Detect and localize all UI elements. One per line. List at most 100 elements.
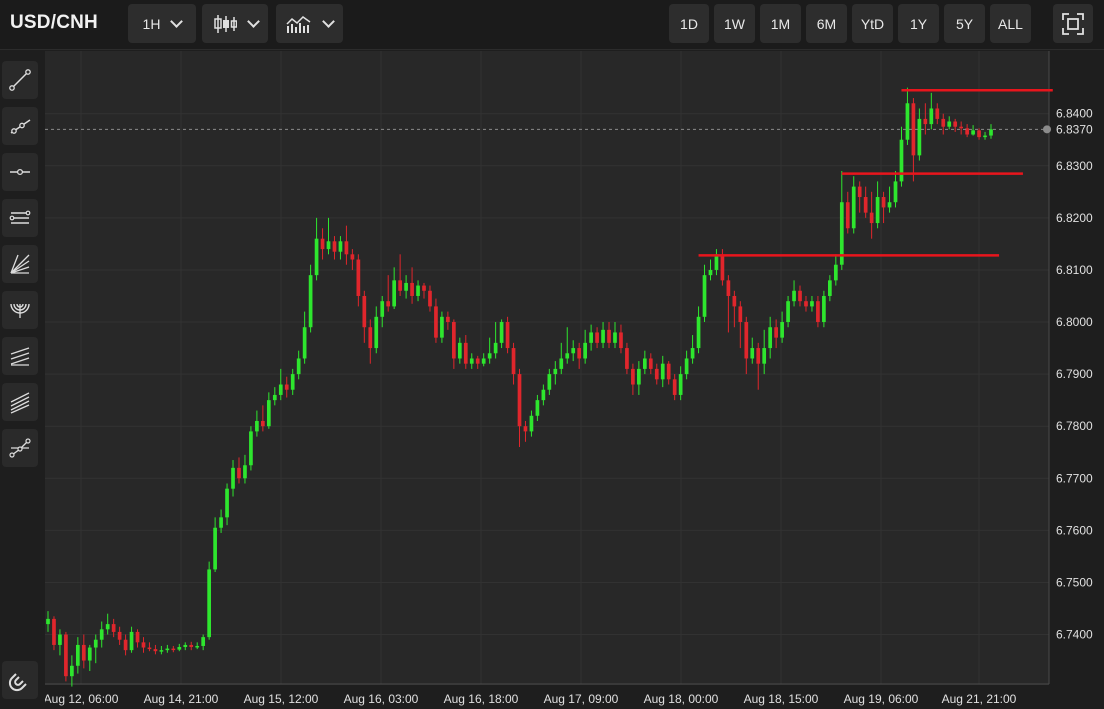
candle-body xyxy=(440,316,444,338)
candle-body xyxy=(410,282,414,296)
candle-body xyxy=(571,348,576,354)
candle-body xyxy=(559,358,564,369)
candle-body xyxy=(284,384,289,390)
chart-style-dropdown[interactable] xyxy=(202,4,268,43)
candle-body xyxy=(320,238,325,250)
candle-body xyxy=(672,379,677,395)
fullscreen-icon xyxy=(1062,12,1084,35)
candle-body xyxy=(493,342,498,354)
candle-body xyxy=(350,254,355,260)
fullscreen-button[interactable] xyxy=(1053,4,1093,43)
candle-body xyxy=(678,374,683,395)
candle-body xyxy=(786,301,790,323)
candle-body xyxy=(183,644,188,648)
candle-body xyxy=(135,631,140,643)
tool-pitchfork[interactable] xyxy=(2,337,38,375)
candle-body xyxy=(457,342,462,359)
magnet-icon xyxy=(8,673,27,692)
parallel-channel-icon xyxy=(9,210,31,224)
range-1y-button[interactable]: 1Y xyxy=(898,4,939,43)
candle-body xyxy=(684,358,689,375)
x-axis-tick-label: Aug 16, 18:00 xyxy=(444,692,519,706)
fan-icon xyxy=(10,254,30,274)
candle-body xyxy=(338,241,343,252)
tool-arc[interactable] xyxy=(2,291,38,329)
range-1d-button[interactable]: 1D xyxy=(669,4,709,43)
candle-body xyxy=(780,322,784,338)
candle-body xyxy=(660,363,665,380)
candle-body xyxy=(828,280,832,296)
candle-body xyxy=(243,465,247,479)
candle-body xyxy=(446,316,450,323)
candle-body xyxy=(219,517,223,528)
candle-body xyxy=(619,332,623,349)
y-axis-tick-label: 6.7900 xyxy=(1056,367,1093,381)
y-axis-tick-label: 6.7800 xyxy=(1056,419,1093,433)
x-axis-tick-label: Aug 12, 06:00 xyxy=(45,692,119,706)
candle-body xyxy=(714,254,719,270)
candle-body xyxy=(87,647,92,661)
candle-body xyxy=(266,400,271,427)
range-6m-button[interactable]: 6M xyxy=(806,4,847,43)
candle-body xyxy=(971,130,975,135)
tool-trend-line[interactable] xyxy=(2,61,38,99)
x-axis-tick-label: Aug 15, 12:00 xyxy=(244,692,319,706)
candle-body xyxy=(189,644,194,648)
candle-body xyxy=(893,181,898,203)
tool-parallel-channel[interactable] xyxy=(2,199,38,237)
top-toolbar: USD/CNH 1H 1D 1W 1M 6M YtD 1Y 5Y xyxy=(0,0,1104,50)
indicators-dropdown[interactable] xyxy=(276,4,343,43)
range-1w-button[interactable]: 1W xyxy=(714,4,755,43)
last-price-marker xyxy=(1043,125,1051,134)
candle-body xyxy=(881,197,886,208)
candle-body xyxy=(46,618,50,625)
ray-icon xyxy=(10,119,31,134)
candlestick-chart[interactable]: 6.8400 6.8300 6.8200 6.8100 6.8000 6.7900 6.78… xyxy=(45,51,1104,709)
y-axis-tick-label: 6.8400 xyxy=(1056,107,1093,121)
range-5y-button[interactable]: 5Y xyxy=(944,4,985,43)
candle-body xyxy=(947,121,952,127)
indicators-icon xyxy=(286,15,311,33)
candle-body xyxy=(105,624,110,630)
candle-body xyxy=(225,488,229,518)
x-axis-tick-label: Aug 14, 21:00 xyxy=(144,692,219,706)
candle-body xyxy=(869,212,874,224)
tool-horizontal-line[interactable] xyxy=(2,153,38,191)
candle-body xyxy=(58,634,62,645)
candle-body xyxy=(648,358,653,369)
price-chart[interactable]: 6.8400 6.8300 6.8200 6.8100 6.8000 6.7900 6.78… xyxy=(45,51,1104,709)
range-all-button[interactable]: ALL xyxy=(990,4,1031,43)
range-ytd-button[interactable]: YtD xyxy=(852,4,893,43)
candle-body xyxy=(583,342,588,359)
candle-body xyxy=(923,118,928,125)
range-1m-button[interactable]: 1M xyxy=(760,4,801,43)
candle-body xyxy=(147,647,152,650)
tool-magnet[interactable] xyxy=(2,661,38,699)
tool-ray[interactable] xyxy=(2,107,38,145)
y-axis-tick-label: 6.7500 xyxy=(1056,575,1093,589)
candle-body xyxy=(887,202,892,208)
candle-body xyxy=(290,374,295,390)
candle-body xyxy=(75,644,80,666)
candle-body xyxy=(171,648,176,651)
tool-regression-channel[interactable] xyxy=(2,383,38,421)
tool-polyline[interactable] xyxy=(2,429,38,467)
candle-body xyxy=(428,290,432,307)
candle-body xyxy=(201,637,206,646)
interval-dropdown[interactable]: 1H xyxy=(128,4,196,43)
candle-body xyxy=(768,327,773,349)
candle-body xyxy=(404,282,408,291)
tool-fan[interactable] xyxy=(2,245,38,283)
candle-body xyxy=(726,280,731,296)
candle-body xyxy=(642,358,647,369)
candle-body xyxy=(666,363,671,380)
candle-body xyxy=(965,128,969,135)
candle-body xyxy=(589,332,593,343)
y-axis-tick-label: 6.7600 xyxy=(1056,523,1093,537)
candle-body xyxy=(416,285,420,296)
chevron-down-icon xyxy=(246,14,260,28)
candle-body xyxy=(720,254,725,281)
x-axis-tick-label: Aug 19, 06:00 xyxy=(844,692,919,706)
candle-body xyxy=(278,384,283,395)
candle-body xyxy=(451,322,456,359)
